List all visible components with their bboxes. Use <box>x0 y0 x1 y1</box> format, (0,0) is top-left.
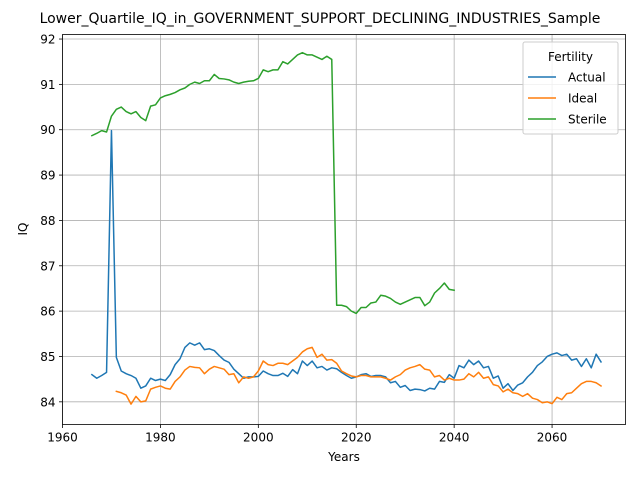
y-tick-label: 88 <box>40 214 55 228</box>
series-lines <box>90 51 603 405</box>
x-tick-label: 2020 <box>341 431 372 445</box>
legend: Fertility Actual Ideal Sterile <box>522 41 619 135</box>
y-tick-label: 86 <box>40 305 55 319</box>
x-tick-label: 2040 <box>439 431 470 445</box>
y-tick-label: 89 <box>40 169 55 183</box>
y-axis-label: IQ <box>16 223 30 236</box>
grid-lines <box>62 34 626 425</box>
legend-label-actual: Actual <box>568 71 606 85</box>
series-line-ideal <box>115 346 603 405</box>
legend-label-sterile: Sterile <box>568 113 607 127</box>
x-axis-label: Years <box>327 450 360 464</box>
chart-title: Lower_Quartile_IQ_in_GOVERNMENT_SUPPORT_… <box>40 11 601 27</box>
x-tick-label: 2000 <box>243 431 274 445</box>
series-line-sterile <box>90 51 456 315</box>
legend-label-ideal: Ideal <box>568 92 597 106</box>
y-tick-label: 92 <box>40 33 55 47</box>
x-tick-label: 2060 <box>537 431 568 445</box>
y-tick-label: 87 <box>40 259 55 273</box>
plot-frame <box>62 34 626 425</box>
axis-ticks: 1960 1980 2000 2020 2040 2060 84 85 86 87 88 89 90 91… <box>40 33 567 445</box>
y-tick-label: 91 <box>40 78 55 92</box>
y-tick-label: 85 <box>40 350 55 364</box>
y-tick-label: 84 <box>40 395 55 409</box>
legend-box <box>522 41 619 135</box>
series-line-actual <box>90 129 603 392</box>
x-tick-label: 1980 <box>145 431 176 445</box>
x-tick-label: 1960 <box>47 431 78 445</box>
legend-title: Fertility <box>548 50 593 64</box>
y-tick-label: 90 <box>40 123 55 137</box>
